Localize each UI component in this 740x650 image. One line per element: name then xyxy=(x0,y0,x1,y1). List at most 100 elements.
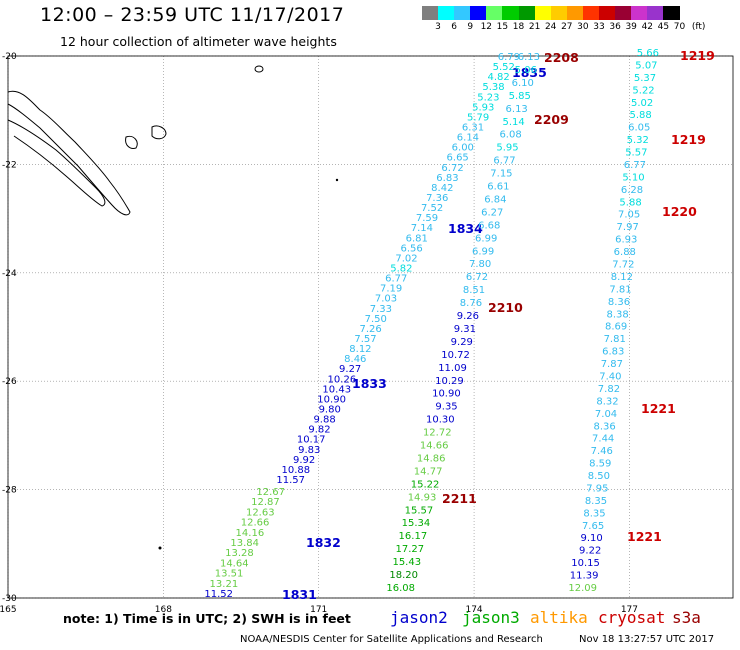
wave-height-value: 9.22 xyxy=(579,546,601,557)
scale-label: 9 xyxy=(467,22,474,32)
wave-height-value: 9.26 xyxy=(457,311,479,322)
credit-line: NOAA/NESDIS Center for Satellite Applica… xyxy=(240,634,543,645)
wave-height-value: 5.95 xyxy=(496,143,518,154)
wave-height-value: 7.80 xyxy=(469,259,491,270)
pass-time-label: 1834 xyxy=(448,221,483,236)
map-frame xyxy=(7,55,734,599)
wave-height-value: 6.10 xyxy=(512,78,534,89)
wave-height-value: 5.57 xyxy=(625,148,647,159)
wave-height-value: 7.14 xyxy=(411,223,433,234)
wave-height-value: 10.29 xyxy=(435,376,464,387)
wave-height-value: 15.57 xyxy=(405,505,434,516)
wave-height-value: 9.83 xyxy=(298,445,320,456)
scale-unit: (ft) xyxy=(691,22,706,32)
pass-time-label: 2211 xyxy=(442,491,477,506)
wave-height-value: 7.81 xyxy=(604,334,626,345)
wave-height-value: 17.27 xyxy=(396,544,425,555)
wave-height-value: 7.82 xyxy=(598,384,620,395)
wave-height-value: 6.13 xyxy=(506,104,528,115)
wave-height-value: 7.05 xyxy=(618,210,640,221)
footer-note: note: 1) Time is in UTC; 2) SWH is in fe… xyxy=(63,611,351,626)
wave-height-value: 13.28 xyxy=(225,548,254,559)
wave-height-value: 5.88 xyxy=(619,197,641,208)
wave-height-value: 6.14 xyxy=(457,133,479,144)
wave-height-value: 9.82 xyxy=(308,425,330,436)
wave-height-value: 6.79 xyxy=(498,52,520,63)
y-tick-label: -24 xyxy=(2,269,17,279)
wave-height-value: 6.83 xyxy=(602,347,624,358)
wave-height-value: 9.27 xyxy=(339,364,361,375)
pass-time-label: 1220 xyxy=(662,204,697,219)
x-tick-label: 177 xyxy=(621,605,638,615)
wave-height-value: 5.93 xyxy=(472,102,494,113)
wave-height-value: 7.72 xyxy=(612,260,634,271)
scale-swatch xyxy=(518,6,535,20)
wave-height-value: 7.40 xyxy=(599,371,621,382)
wave-height-value: 14.16 xyxy=(236,528,265,539)
wave-height-value: 7.59 xyxy=(416,213,438,224)
wave-height-value: 5.66 xyxy=(637,48,659,59)
wave-height-value: 7.03 xyxy=(375,294,397,305)
pass-time-label: 1221 xyxy=(641,401,676,416)
wave-height-value: 5.88 xyxy=(630,110,652,121)
y-tick-label: -28 xyxy=(2,486,17,496)
wave-height-value: 6.28 xyxy=(621,185,643,196)
map-subtitle: 12 hour collection of altimeter wave hei… xyxy=(60,34,337,49)
wave-height-value: 10.17 xyxy=(297,435,326,446)
wave-height-value: 6.99 xyxy=(475,233,497,244)
wave-height-value: 8.46 xyxy=(344,354,366,365)
wave-height-value: 12.87 xyxy=(251,497,280,508)
scale-label: 70 xyxy=(673,22,686,32)
scale-label: 12 xyxy=(480,22,493,32)
wave-height-value: 5.06 xyxy=(515,65,537,76)
wave-height-value: 10.72 xyxy=(441,350,470,361)
wave-height-value: 9.31 xyxy=(454,324,476,335)
wave-height-value: 10.90 xyxy=(432,389,461,400)
wave-height-value: 5.38 xyxy=(482,82,504,93)
wave-height-value: 12.63 xyxy=(246,507,275,518)
wave-height-value: 8.59 xyxy=(589,459,611,470)
wave-height-value: 9.80 xyxy=(319,405,341,416)
pass-time-label: 2208 xyxy=(544,50,579,65)
wave-height-value: 10.43 xyxy=(322,384,351,395)
wave-height-value: 12.72 xyxy=(423,428,452,439)
y-tick-label: -20 xyxy=(2,52,17,62)
wave-height-value: 6.31 xyxy=(462,123,484,134)
scale-swatch xyxy=(582,6,600,20)
scale-swatch xyxy=(486,6,503,20)
wave-height-value: 16.17 xyxy=(399,531,428,542)
wave-height-value: 5.85 xyxy=(509,91,531,102)
wave-height-value: 6.81 xyxy=(406,233,428,244)
wave-height-value: 14.77 xyxy=(414,466,443,477)
legend-item-cryosat: cryosat xyxy=(598,608,666,627)
scale-swatch xyxy=(502,6,519,20)
color-scale-bar xyxy=(422,6,680,20)
wave-height-value: 18.20 xyxy=(389,570,418,581)
wave-height-value: 5.14 xyxy=(502,117,524,128)
wave-height-value: 7.36 xyxy=(426,193,448,204)
x-tick-label: 171 xyxy=(310,605,327,615)
wave-height-value: 5.82 xyxy=(390,264,412,275)
wave-height-value: 10.30 xyxy=(426,415,455,426)
wave-height-value: 11.52 xyxy=(204,589,233,600)
wave-height-value: 6.65 xyxy=(447,153,469,164)
wave-height-value: 14.64 xyxy=(220,558,249,569)
wave-height-value: 5.79 xyxy=(467,112,489,123)
pass-time-label: 1832 xyxy=(306,535,341,550)
wave-height-value: 5.52 xyxy=(493,62,515,73)
scale-label: 30 xyxy=(577,22,589,32)
y-tick-label: -26 xyxy=(2,377,17,387)
wave-height-value: 6.83 xyxy=(436,173,458,184)
pass-time-label: 1831 xyxy=(282,587,317,602)
island-dot xyxy=(158,546,162,550)
wave-height-value: 15.34 xyxy=(402,518,431,529)
wave-height-value: 9.29 xyxy=(451,337,473,348)
wave-height-value: 7.04 xyxy=(595,409,617,420)
wave-height-value: 9.92 xyxy=(293,455,315,466)
pass-time-label: 2210 xyxy=(488,300,523,315)
wave-height-value: 8.76 xyxy=(460,298,482,309)
wave-height-value: 14.66 xyxy=(420,441,449,452)
wave-height-value: 6.93 xyxy=(615,235,637,246)
generation-timestamp: Nov 18 13:27:57 UTC 2017 xyxy=(579,634,715,645)
wave-height-value: 5.23 xyxy=(477,92,499,103)
